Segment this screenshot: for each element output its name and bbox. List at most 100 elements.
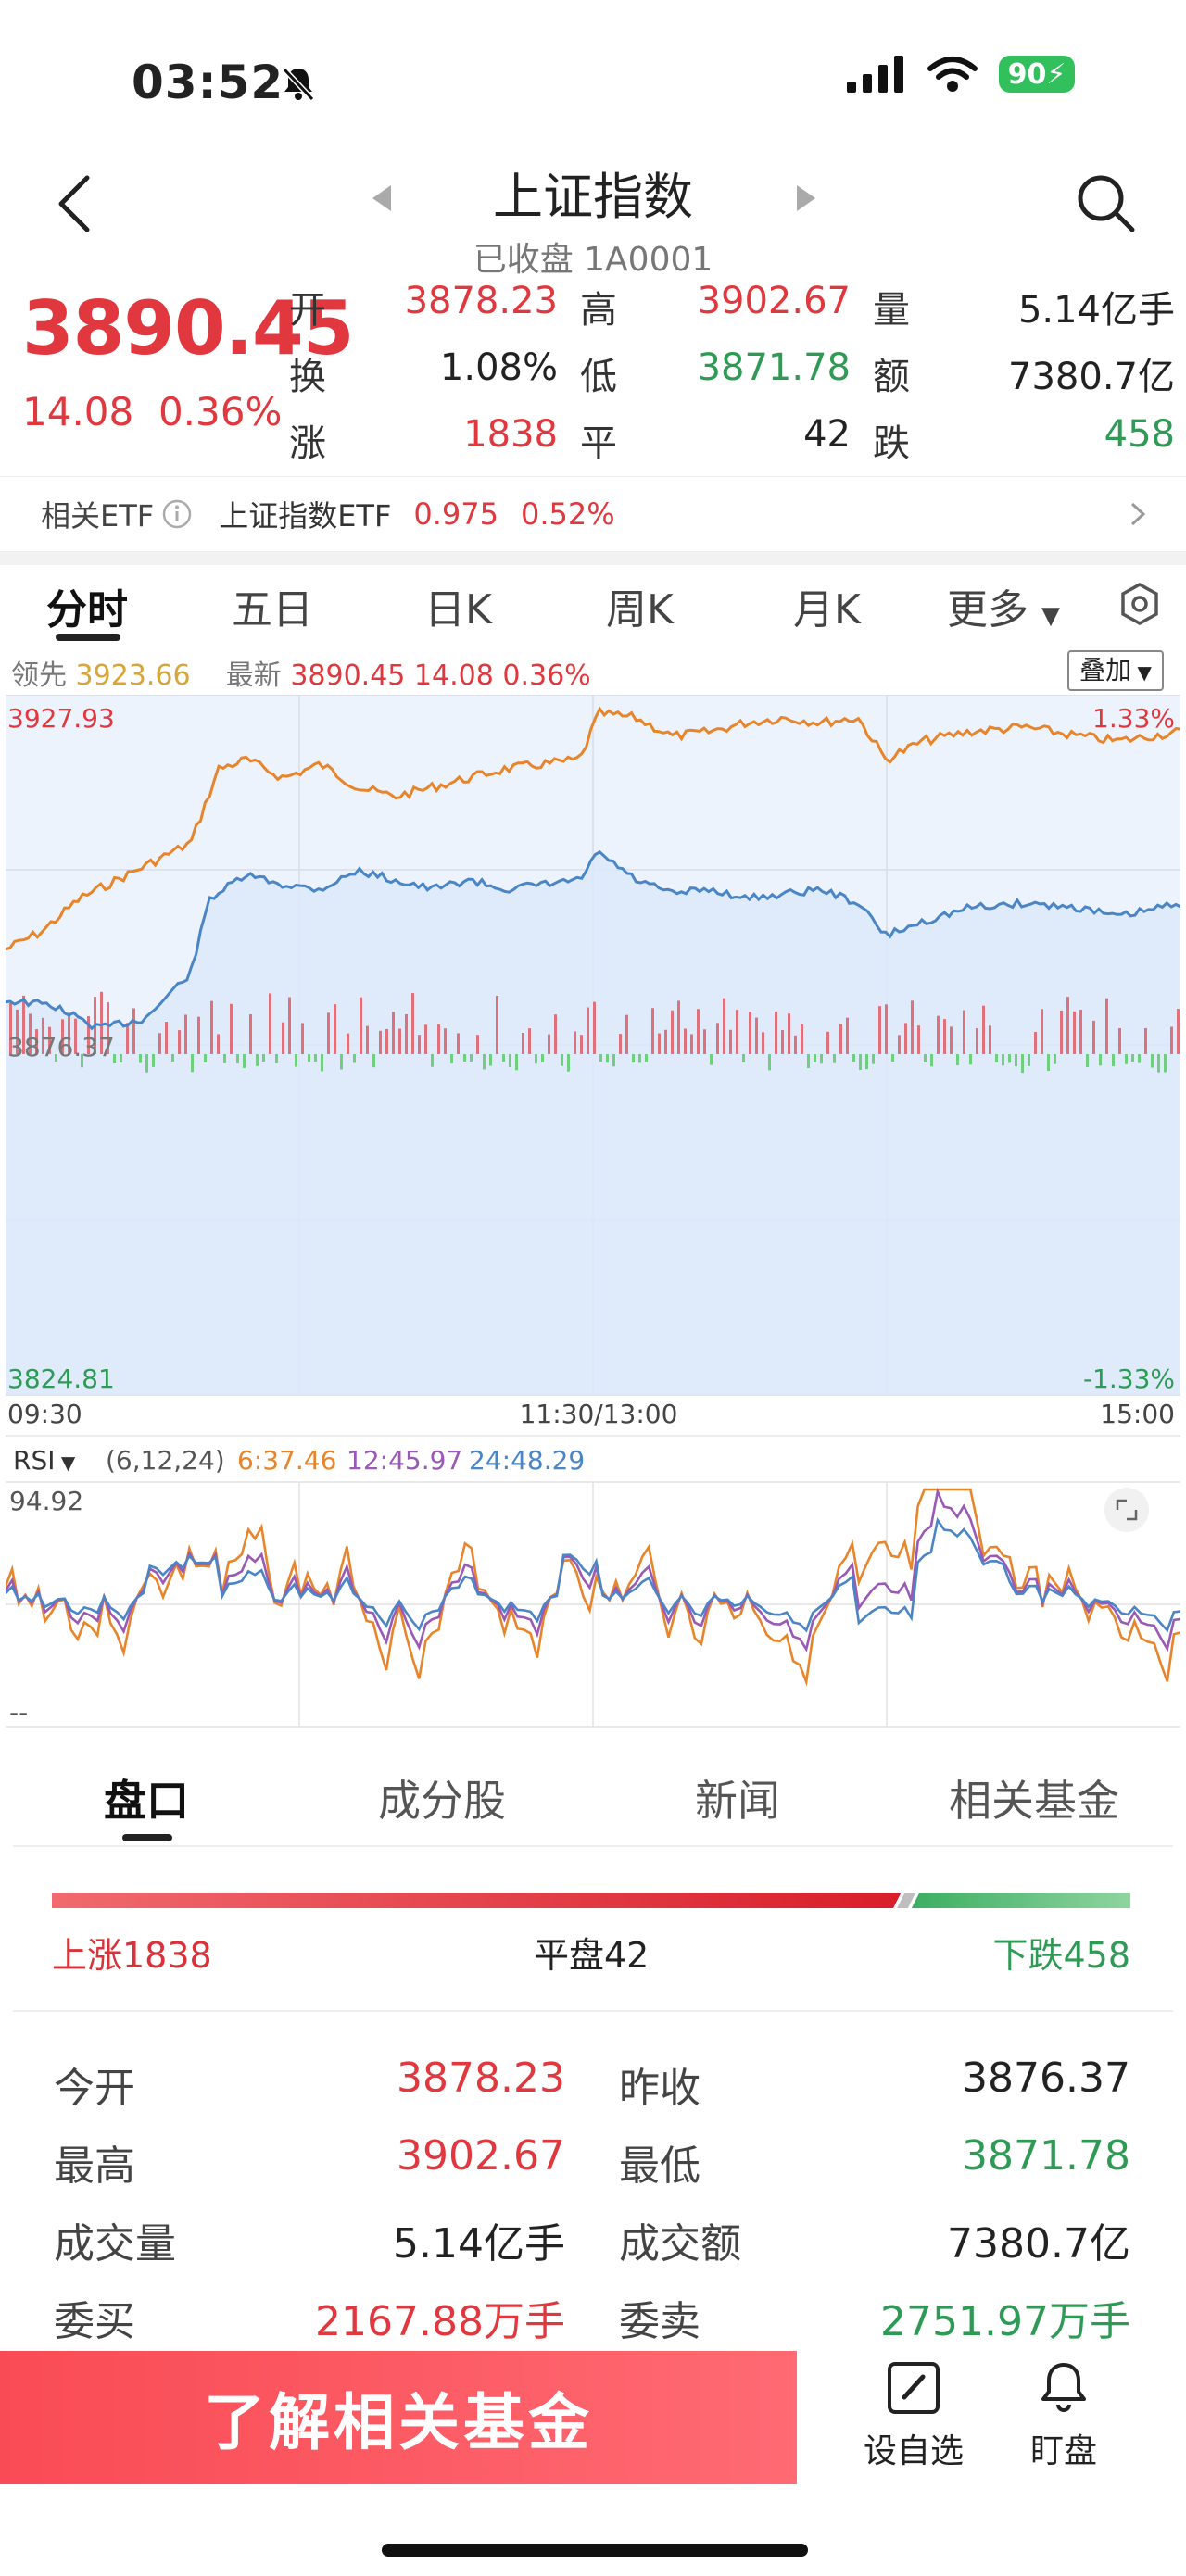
bell-icon <box>1041 2363 1086 2412</box>
time-start: 09:30 <box>7 1399 82 1429</box>
quote-volume-value: 5.14亿手 <box>1017 289 1175 332</box>
mute-bell-icon <box>282 67 315 102</box>
axis-mid-value: 3876.37 <box>7 1032 115 1062</box>
rsi-6-line <box>6 1488 1180 1687</box>
stat-high-value: 3902.67 <box>397 2132 565 2180</box>
chart-legend: 领先 3923.66 最新 3890.45 14.08 0.36% <box>11 660 591 692</box>
tab-five-day[interactable]: 五日 <box>232 586 313 634</box>
next-index-icon[interactable] <box>795 183 817 213</box>
learn-related-funds-button[interactable]: 了解相关基金 <box>0 2351 797 2484</box>
quote-open-label: 开 <box>289 289 326 332</box>
quote-decliners-value: 458 <box>1104 413 1175 456</box>
tab-related-funds[interactable]: 相关基金 <box>949 1776 1119 1826</box>
rsi-24-line <box>6 1516 1180 1633</box>
back-icon[interactable] <box>52 174 96 233</box>
add-watchlist-button[interactable]: 设自选 <box>849 2360 978 2472</box>
stat-bid-volume-label: 委买 <box>54 2298 135 2345</box>
tab-daily-k[interactable]: 日K <box>424 586 492 634</box>
stat-open-label: 今开 <box>54 2065 135 2112</box>
stat-volume-value: 5.14亿手 <box>393 2220 565 2268</box>
advance-decline-bar <box>52 1893 1130 1908</box>
axis-bottom-value: 3824.81 <box>7 1363 115 1394</box>
quote-turnover-value: 1.08% <box>439 346 558 389</box>
prev-index-icon[interactable] <box>371 183 393 213</box>
tab-more[interactable]: 更多 ▼ <box>947 586 1060 634</box>
expand-icon[interactable] <box>1104 1488 1149 1532</box>
tab-weekly-k[interactable]: 周K <box>606 586 674 634</box>
active-tab-underline <box>56 634 120 641</box>
rsi-24-value: 24:48.29 <box>469 1445 585 1476</box>
rsi-selector[interactable]: RSI ▼ <box>13 1445 76 1476</box>
quote-advancers-value: 1838 <box>463 413 558 456</box>
stat-open-value: 3878.23 <box>397 2055 565 2102</box>
quote-volume-label: 量 <box>873 289 910 332</box>
stat-ask-volume-value: 2751.97万手 <box>880 2298 1130 2345</box>
edit-icon <box>888 2362 940 2414</box>
index-line <box>6 849 1180 1031</box>
etf-name: 上证指数ETF <box>219 498 392 534</box>
axis-bottom-pct: -1.33% <box>1083 1363 1175 1394</box>
signal-icon <box>847 56 903 93</box>
index-area-fill <box>6 851 1180 1395</box>
quote-high-value: 3902.67 <box>697 280 851 322</box>
rsi-6-value: 6:37.46 <box>237 1445 336 1476</box>
wifi-icon <box>927 57 978 92</box>
quote-unchanged-label: 平 <box>580 422 617 465</box>
page-subtitle: 已收盘 1A0001 <box>473 241 713 279</box>
quote-amount-label: 额 <box>873 356 910 398</box>
stat-ask-volume-label: 委卖 <box>619 2298 700 2345</box>
settings-hexagon-icon[interactable] <box>1117 582 1162 626</box>
unchanged-count: 平盘42 <box>534 1935 650 1976</box>
volume-bars <box>9 991 1180 1074</box>
page-title: 上证指数 <box>493 168 693 226</box>
tab-monthly-k[interactable]: 月K <box>793 586 861 634</box>
rsi-params: (6,12,24) <box>106 1445 225 1476</box>
home-indicator <box>382 2544 808 2557</box>
tab-intraday[interactable]: 分时 <box>46 586 128 634</box>
advancers-count: 上涨1838 <box>52 1935 212 1976</box>
chart-period-tabs: 分时 五日 日K 周K 月K 更多 ▼ <box>0 567 1186 643</box>
quote-amount-value: 7380.7亿 <box>1008 356 1175 398</box>
battery-indicator: 90 ⚡ <box>999 56 1075 93</box>
status-time: 03:52 <box>132 56 284 109</box>
quote-high-label: 高 <box>580 289 617 332</box>
stat-bid-volume-value: 2167.88万手 <box>315 2298 565 2345</box>
stat-high-label: 最高 <box>54 2142 135 2190</box>
rsi-12-value: 12:45.97 <box>347 1445 462 1476</box>
bottom-action-bar: 设自选 盯盘 <box>797 2351 1186 2484</box>
stat-low-value: 3871.78 <box>962 2132 1130 2180</box>
etf-label: 相关ETF <box>41 498 155 534</box>
overlay-dropdown[interactable]: 叠加 ▼ <box>1067 650 1164 691</box>
intraday-chart[interactable]: 3927.93 1.33% 3876.37 3824.81 -1.33% 09:… <box>6 695 1180 1741</box>
axis-top-pct: 1.33% <box>1092 703 1175 734</box>
quote-open-value: 3878.23 <box>404 280 558 322</box>
stat-low-label: 最低 <box>619 2142 700 2190</box>
quote-low-value: 3871.78 <box>697 346 851 389</box>
stat-prev-close-label: 昨收 <box>619 2065 700 2112</box>
quote-advancers-label: 涨 <box>289 422 326 465</box>
time-end: 15:00 <box>1100 1399 1175 1429</box>
stat-amount-value: 7380.7亿 <box>947 2220 1130 2268</box>
time-mid: 11:30/13:00 <box>520 1399 678 1429</box>
etf-price: 0.975 <box>413 496 498 532</box>
monitor-button[interactable]: 盯盘 <box>999 2360 1129 2472</box>
tab-news[interactable]: 新闻 <box>695 1776 780 1826</box>
info-icon[interactable] <box>161 498 193 530</box>
tab-constituents[interactable]: 成分股 <box>378 1776 506 1826</box>
section-tabs: 盘口 成分股 新闻 相关基金 <box>0 1756 1186 1849</box>
title-block: 上证指数 已收盘 1A0001 <box>371 156 815 281</box>
section-tab-underline <box>122 1834 172 1841</box>
quote-decliners-label: 跌 <box>873 422 910 465</box>
last-price: 3890.45 <box>22 285 354 371</box>
rsi-top-value: 94.92 <box>9 1486 83 1516</box>
related-etf-row[interactable]: 相关ETF 上证指数ETF 0.975 0.52% <box>0 476 1186 552</box>
tab-order-book[interactable]: 盘口 <box>104 1776 189 1826</box>
search-icon[interactable] <box>1075 172 1136 233</box>
rsi-bottom-value: -- <box>9 1697 28 1728</box>
decliners-count: 下跌458 <box>992 1935 1130 1976</box>
chevron-right-icon <box>1130 502 1146 526</box>
stat-volume-label: 成交量 <box>54 2220 176 2268</box>
etf-pct: 0.52% <box>520 496 615 532</box>
stat-amount-label: 成交额 <box>619 2220 741 2268</box>
quote-unchanged-value: 42 <box>803 413 851 456</box>
